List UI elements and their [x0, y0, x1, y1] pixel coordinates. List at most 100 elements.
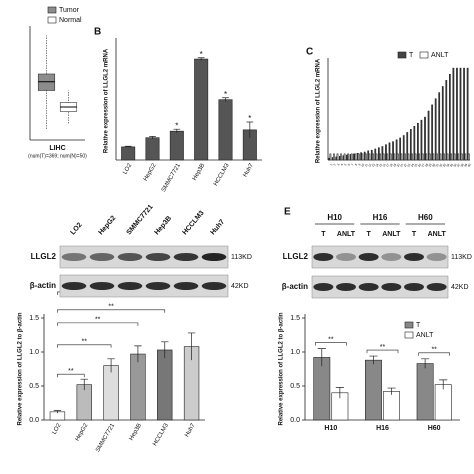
blot-strip — [311, 275, 449, 299]
error-bar — [53, 410, 62, 414]
significance-mark: * — [200, 50, 203, 59]
lane-label: T — [412, 231, 417, 238]
significance-bracket — [57, 309, 166, 313]
x-tick-label: 9 — [357, 163, 361, 167]
blot-band — [145, 282, 171, 290]
significance-bracket — [418, 352, 450, 356]
error-bar — [335, 387, 344, 399]
bar — [365, 359, 382, 421]
y-axis-label: Relative expression of LLGL2 to β-actin — [18, 312, 24, 425]
bar — [379, 153, 381, 161]
blot-band — [173, 253, 199, 261]
bar — [385, 144, 387, 161]
legend-swatch — [404, 331, 414, 339]
bar — [434, 384, 452, 421]
x-tick-label: HCCLM3 — [213, 162, 231, 187]
row-label: LLGL2 — [283, 252, 309, 261]
bar — [466, 67, 469, 161]
legend-label: ANLT — [416, 332, 434, 339]
x-tick-label: Huh7 — [243, 162, 256, 178]
bar — [450, 153, 452, 161]
x-tick-label: 37 — [456, 163, 461, 168]
x-tick-label: 25 — [413, 163, 418, 168]
x-tick-label: 35 — [449, 163, 454, 168]
significance-bracket — [366, 349, 399, 354]
bar — [421, 153, 424, 161]
bar — [395, 139, 398, 161]
x-tick-label: LO2 — [122, 162, 133, 175]
x-tick-label: 26 — [417, 163, 422, 168]
bar — [389, 153, 392, 161]
significance-label: ** — [82, 339, 88, 346]
significance-label: ** — [328, 336, 334, 343]
lane-label: ANLT — [382, 231, 401, 238]
x-tick-label: 13 — [371, 163, 376, 168]
bar — [336, 153, 339, 161]
bar — [446, 153, 449, 161]
significance-mark: * — [175, 121, 178, 130]
bar — [393, 153, 396, 161]
bar — [418, 153, 421, 161]
x-tick-label: 31 — [435, 163, 440, 168]
bar — [441, 86, 444, 161]
bar — [372, 153, 374, 161]
x-tick-label: 17 — [385, 163, 390, 168]
x-axis-label: (num(T)=369; num(N)=50) — [28, 153, 87, 159]
x-tick-label: H10 — [324, 425, 337, 432]
x-tick-label: 2 — [333, 163, 337, 167]
significance-label: ** — [95, 317, 101, 324]
legend-swatch — [404, 321, 414, 329]
x-tick-label: 40 — [467, 163, 472, 168]
x-tick-label: HepG2 — [75, 422, 90, 442]
x-tick-label: 15 — [378, 163, 383, 168]
size-label: 42KD — [231, 283, 249, 290]
blot-band — [336, 253, 356, 261]
x-tick-label: 1 — [329, 163, 333, 167]
significance-bracket — [57, 344, 112, 348]
x-tick-label: 20 — [396, 163, 401, 168]
x-tick-label: 6 — [347, 163, 351, 167]
blot-band — [426, 253, 447, 261]
x-tick-label: 8 — [354, 163, 358, 167]
x-tick-label: 27 — [420, 163, 425, 168]
bar — [350, 153, 353, 161]
x-tick-label: Huh7 — [184, 422, 197, 438]
panel-label: E — [284, 207, 291, 218]
x-tick-label: 33 — [442, 163, 447, 168]
bar — [460, 153, 463, 161]
bar — [448, 73, 451, 161]
significance-label: ** — [68, 368, 74, 375]
blot-band — [381, 283, 402, 291]
bar — [383, 391, 400, 421]
error-bar — [317, 348, 326, 367]
bar — [438, 92, 441, 161]
error-bar — [187, 332, 196, 361]
error-bar — [421, 358, 430, 369]
bar — [121, 146, 136, 161]
significance-label: ** — [431, 347, 437, 354]
error-bar — [222, 97, 229, 102]
x-tick-label: LIHC — [49, 145, 65, 152]
error-bar — [80, 378, 88, 391]
x-tick-label: 11 — [364, 163, 369, 168]
bar — [340, 153, 342, 161]
y-tick-label: 0.5 — [290, 383, 300, 390]
x-tick-label: 5 — [343, 163, 347, 167]
x-tick-label: 18 — [389, 163, 394, 168]
blot-band — [404, 283, 424, 291]
error-bar — [149, 136, 156, 140]
box — [37, 73, 56, 91]
bar — [354, 153, 357, 161]
bar — [416, 363, 434, 421]
bar — [357, 153, 360, 161]
x-tick-label: 39 — [463, 163, 468, 168]
x-tick-label: 23 — [406, 163, 411, 168]
bar — [432, 153, 435, 161]
lane-label: T — [367, 231, 372, 238]
blot-band — [336, 283, 356, 291]
legend-label: Normal — [59, 17, 82, 24]
blot-band — [61, 253, 87, 261]
error-bar — [107, 358, 115, 373]
significance-mark: * — [224, 90, 227, 99]
y-axis-label: Relative expression of LLGL2 mRNA — [104, 48, 110, 153]
